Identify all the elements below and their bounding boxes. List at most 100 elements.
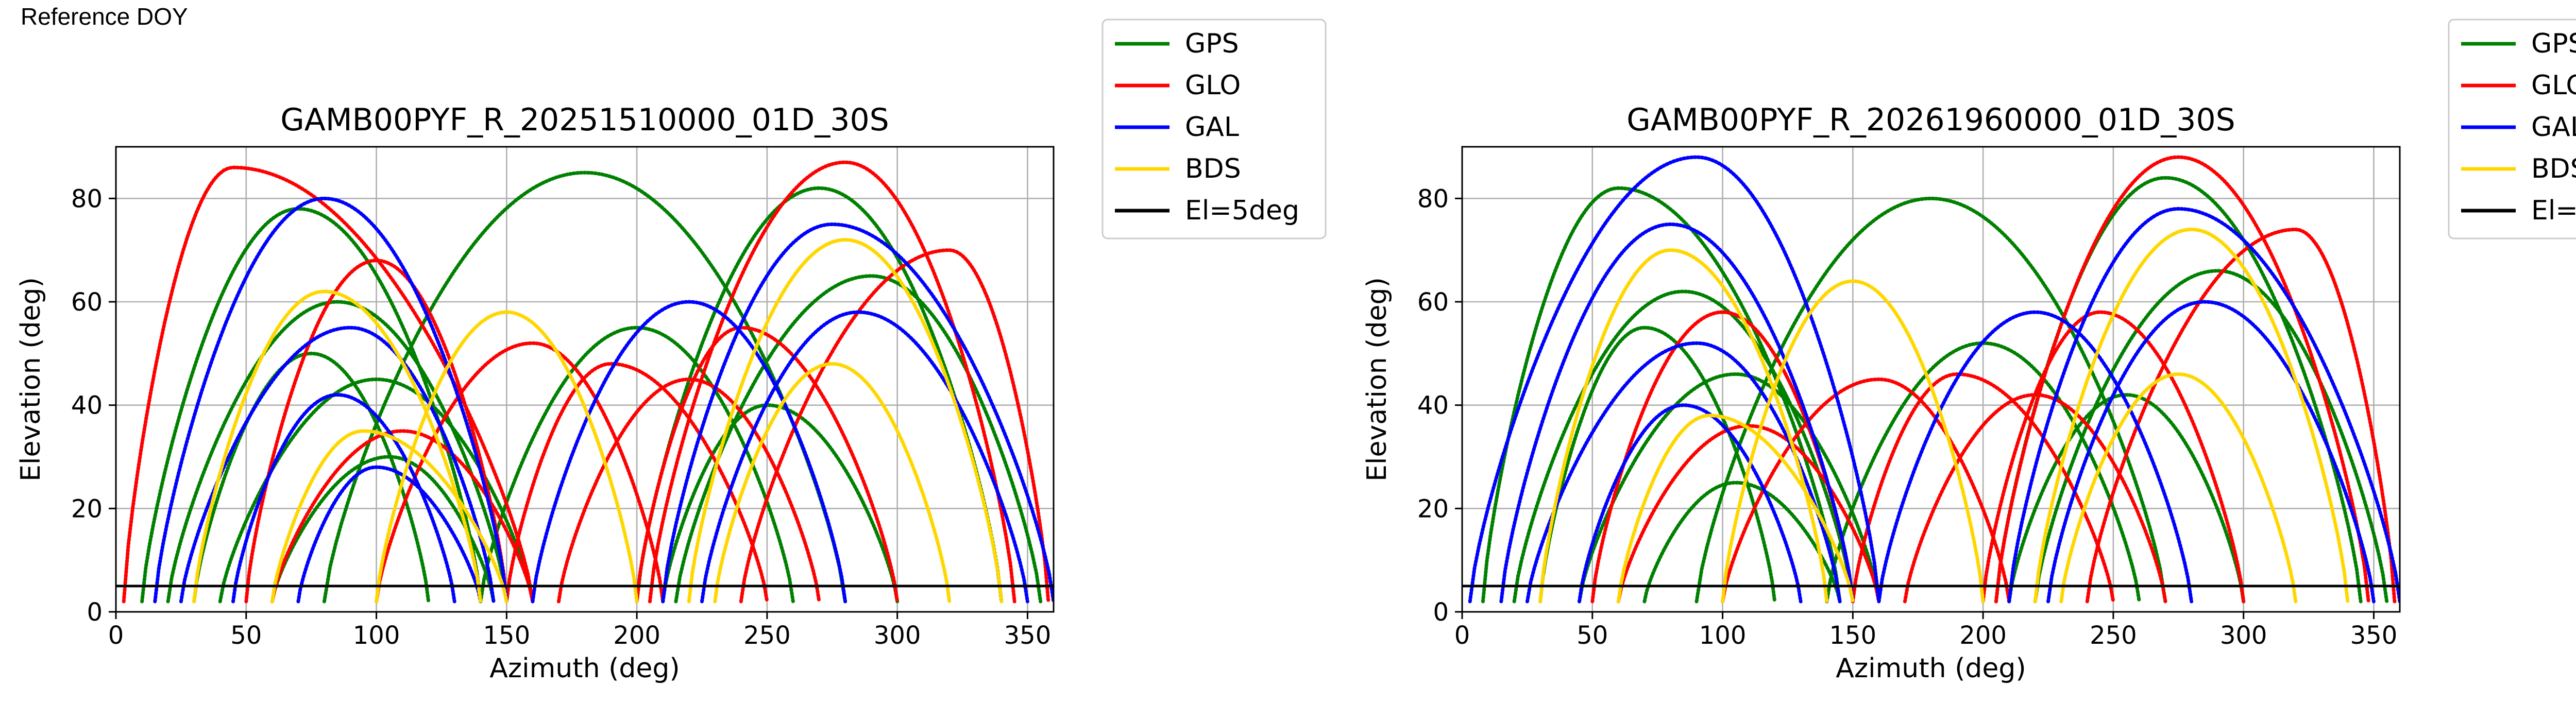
track-glo xyxy=(1851,372,2115,604)
track-gal xyxy=(700,310,1029,604)
y-tick-label: 60 xyxy=(71,288,103,317)
track-gps xyxy=(1512,289,1855,604)
x-tick-label: 50 xyxy=(1577,621,1608,650)
y-tick-label: 0 xyxy=(87,598,103,627)
track-bds xyxy=(2059,372,2298,604)
track-glo xyxy=(556,377,821,604)
y-axis: 0 20 40 60 80 xyxy=(71,184,116,627)
series-bds xyxy=(192,238,1004,604)
track-gps xyxy=(1481,186,1842,604)
legend-label: El=5deg xyxy=(2531,195,2576,226)
x-tick-label: 250 xyxy=(2090,621,2137,650)
track-bds xyxy=(192,289,483,604)
legend-item-gps: GPS xyxy=(2461,28,2576,59)
x-tick-label: 0 xyxy=(1454,621,1470,650)
x-tick-label: 350 xyxy=(1004,621,1052,650)
y-axis: 0 20 40 60 80 xyxy=(1417,184,1462,627)
chart-title: GAMB00PYF_R_20261960000_01D_30S xyxy=(1626,102,2235,138)
y-axis-label: Elevation (deg) xyxy=(1362,277,1393,482)
x-tick-label: 300 xyxy=(874,621,921,650)
x-tick-label: 200 xyxy=(613,621,660,650)
legend-label: GPS xyxy=(1185,28,1239,59)
y-tick-label: 20 xyxy=(1417,494,1449,523)
legend-label: GLO xyxy=(2531,70,2576,101)
axes-frame xyxy=(115,146,1055,613)
axes-frame xyxy=(1461,146,2401,613)
track-gps xyxy=(1642,481,1842,604)
track-gps xyxy=(2007,393,2246,604)
track-glo xyxy=(375,341,665,604)
track-gps xyxy=(166,300,509,604)
chart-panel-2: 0 50 100 150 200 250 300 350 0 20 40 60 80 GAMB00PYF_… xyxy=(1362,19,2576,684)
track-gal xyxy=(1525,341,1842,604)
chart-title: GAMB00PYF_R_20251510000_01D_30S xyxy=(280,102,889,138)
track-glo xyxy=(1721,377,2011,604)
y-tick-label: 0 xyxy=(1433,598,1449,627)
legend-label: GPS xyxy=(2531,28,2576,59)
track-bds xyxy=(270,429,509,604)
series-gal xyxy=(153,196,1054,604)
track-bds xyxy=(2033,227,2350,604)
track-gal xyxy=(531,300,848,604)
legend-item-bds: BDS xyxy=(2461,153,2576,184)
series-glo xyxy=(122,160,1050,604)
series-gps xyxy=(1481,176,2389,604)
x-tick-label: 150 xyxy=(483,621,531,650)
legend-label: BDS xyxy=(2531,153,2576,184)
x-tick-label: 150 xyxy=(1829,621,1877,650)
series-gal xyxy=(1468,155,2400,604)
track-gal xyxy=(1468,155,1881,604)
legend-frame xyxy=(1101,19,1327,239)
x-tick-label: 0 xyxy=(108,621,124,650)
legend-label: GAL xyxy=(2531,112,2576,143)
track-gps xyxy=(635,186,1004,604)
legend-item-bds: BDS xyxy=(1115,153,1241,184)
track-gal xyxy=(1499,222,1855,604)
track-gal xyxy=(153,196,509,604)
x-tick-label: 300 xyxy=(2220,621,2267,650)
plot-area xyxy=(122,160,1054,604)
chart-panel-1: 0 50 100 150 200 250 300 350 0 20 40 60 80 GAMB00PYF_… xyxy=(15,19,1327,684)
y-tick-label: 80 xyxy=(1417,184,1449,213)
track-glo xyxy=(1994,155,2370,604)
track-bds xyxy=(375,310,639,604)
legend-item-gal: GAL xyxy=(1115,112,1239,143)
track-gal xyxy=(1877,310,2194,604)
legend: GPS GLO GAL BDS El=5deg xyxy=(1101,19,1327,239)
x-tick-label: 200 xyxy=(1959,621,2007,650)
plot-area xyxy=(1468,155,2400,604)
legend-item-el-5deg: El=5deg xyxy=(2461,195,2576,226)
track-gal xyxy=(1578,403,1803,604)
track-gps xyxy=(140,207,483,604)
track-gps xyxy=(1538,325,1777,604)
legend-item-glo: GLO xyxy=(1115,70,1241,101)
y-tick-label: 80 xyxy=(71,184,103,213)
x-axis: 0 50 100 150 200 250 300 350 xyxy=(108,612,1052,650)
legend-label: El=5deg xyxy=(1185,195,1299,226)
series-gps xyxy=(140,170,1043,604)
legend-item-glo: GLO xyxy=(2461,70,2576,101)
track-gps xyxy=(1578,372,1881,604)
track-gps xyxy=(479,325,795,604)
track-glo xyxy=(504,362,769,604)
legend-item-el-5deg: El=5deg xyxy=(1115,195,1299,226)
y-tick-label: 40 xyxy=(71,391,103,420)
track-gps xyxy=(674,274,1043,604)
track-gps xyxy=(192,351,431,604)
track-gps xyxy=(270,455,496,604)
track-gal xyxy=(2007,207,2400,604)
track-bds xyxy=(687,238,1004,604)
x-axis: 0 50 100 150 200 250 300 350 xyxy=(1454,612,2397,650)
track-gal xyxy=(661,222,1054,604)
x-tick-label: 250 xyxy=(743,621,791,650)
track-gps xyxy=(1694,196,2167,604)
track-bds xyxy=(713,362,952,604)
x-tick-label: 100 xyxy=(353,621,400,650)
track-gps xyxy=(322,170,848,604)
track-bds xyxy=(1616,414,1855,604)
track-glo xyxy=(244,259,509,604)
track-gps xyxy=(2033,269,2389,604)
track-gal xyxy=(179,325,496,604)
y-tick-label: 20 xyxy=(71,494,103,523)
